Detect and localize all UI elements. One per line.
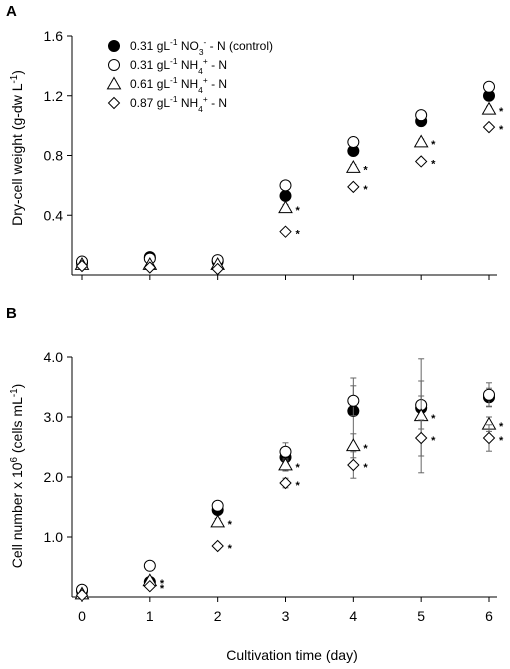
data-point-open-triangle	[278, 200, 293, 214]
data-point-open-diamond	[414, 155, 428, 168]
data-point-filled-circle	[279, 189, 292, 202]
panel-b-chart: 1.0 2.0 3.0 4.0 0 1 2 3 4 5 6 Cell number x 106 (ce…	[9, 349, 505, 624]
data-point-open-diamond	[143, 261, 157, 274]
legend-entry-label: 0.31 gL-1 NH4+ - N	[130, 56, 227, 76]
significance-mark: *	[431, 158, 436, 170]
significance-mark: *	[296, 205, 301, 217]
data-point-open-circle	[347, 136, 360, 149]
data-point-open-diamond	[211, 262, 224, 276]
data-point-open-circle	[279, 179, 292, 192]
legend: 0.31 gL-1 NO3- - N (control)0.31 gL-1 NH…	[106, 37, 273, 114]
data-point-open-diamond	[75, 588, 89, 602]
legend-marker-filled-circle	[108, 40, 120, 52]
significance-mark: *	[363, 462, 368, 474]
panel-letter-b: B	[6, 305, 17, 322]
data-point-open-circle	[415, 109, 428, 122]
significance-mark: *	[499, 421, 504, 433]
data-point-open-circle	[347, 394, 360, 407]
data-point-open-diamond	[414, 431, 428, 445]
significance-mark: *	[363, 184, 368, 196]
significance-mark: *	[431, 435, 436, 447]
data-point-open-circle	[143, 559, 156, 572]
x-tick-label: 2	[214, 608, 222, 624]
data-point-open-circle	[279, 445, 292, 458]
x-tick-label: 6	[485, 608, 493, 624]
data-point-open-circle	[211, 499, 224, 512]
significance-mark: *	[363, 164, 368, 176]
significance-mark: *	[499, 106, 504, 118]
significance-mark: *	[499, 435, 504, 447]
data-point-open-triangle	[345, 159, 361, 173]
legend-entry-label: 0.87 gL-1 NH4+ - N	[130, 94, 227, 114]
significance-mark: *	[160, 583, 165, 595]
significance-mark: *	[296, 229, 301, 241]
data-point-open-diamond	[211, 539, 224, 553]
data-point-open-triangle	[345, 438, 361, 452]
significance-mark: *	[228, 543, 233, 555]
significance-mark: *	[499, 124, 504, 136]
panel-letter-a: A	[6, 3, 17, 20]
legend-marker-open-circle	[108, 59, 120, 71]
x-axis-title: Cultivation time (day)	[226, 647, 358, 663]
legend-entry-label: 0.31 gL-1 NO3- - N (control)	[130, 37, 273, 57]
data-point-open-diamond	[75, 259, 89, 273]
y-axis-title: Cell number x 106 (cells mL-1)	[9, 384, 26, 569]
y-tick-label: 1.2	[44, 88, 64, 104]
x-tick-label: 5	[417, 608, 425, 624]
x-tick-label: 4	[349, 608, 357, 624]
data-point-open-circle	[483, 388, 495, 401]
x-tick-label: 3	[282, 608, 290, 624]
legend-marker-open-triangle	[106, 76, 122, 90]
legend-entry-label: 0.61 gL-1 NH4+ - N	[130, 75, 227, 95]
data-point-open-triangle	[413, 134, 429, 148]
x-tick-label: 1	[146, 608, 154, 624]
y-tick-label: 1.6	[44, 28, 64, 44]
data-point-open-diamond	[347, 458, 360, 472]
x-tick-label: 0	[78, 608, 86, 624]
y-tick-label: 2.0	[44, 469, 64, 485]
legend-marker-open-diamond	[107, 96, 121, 110]
significance-mark: *	[431, 139, 436, 151]
panel-a-chart: 0.4 0.8 1.2 1.6 Dry-cell weight (g-dw L-1) * *…	[9, 28, 504, 280]
data-point-open-triangle	[210, 514, 226, 528]
y-tick-label: 4.0	[44, 349, 64, 365]
data-point-open-diamond	[279, 476, 292, 490]
data-point-open-diamond	[482, 431, 496, 445]
significance-mark: *	[296, 480, 301, 492]
y-tick-label: 0.8	[44, 148, 64, 164]
data-point-open-diamond	[143, 579, 157, 593]
data-point-open-diamond	[279, 225, 292, 238]
y-axis-title: Dry-cell weight (g-dw L-1)	[9, 70, 26, 226]
data-point-open-diamond	[482, 120, 496, 134]
significance-mark: *	[296, 462, 301, 474]
data-point-open-triangle	[278, 457, 293, 471]
y-tick-label: 3.0	[44, 409, 64, 425]
significance-mark: *	[228, 519, 233, 531]
y-tick-label: 1.0	[44, 529, 64, 545]
significance-mark: *	[363, 443, 368, 455]
significance-mark: *	[160, 578, 165, 590]
significance-mark: *	[431, 413, 436, 425]
data-point-open-diamond	[347, 180, 360, 194]
data-point-open-triangle	[481, 101, 497, 115]
y-tick-label: 0.4	[44, 207, 64, 223]
data-point-open-circle	[483, 80, 495, 93]
